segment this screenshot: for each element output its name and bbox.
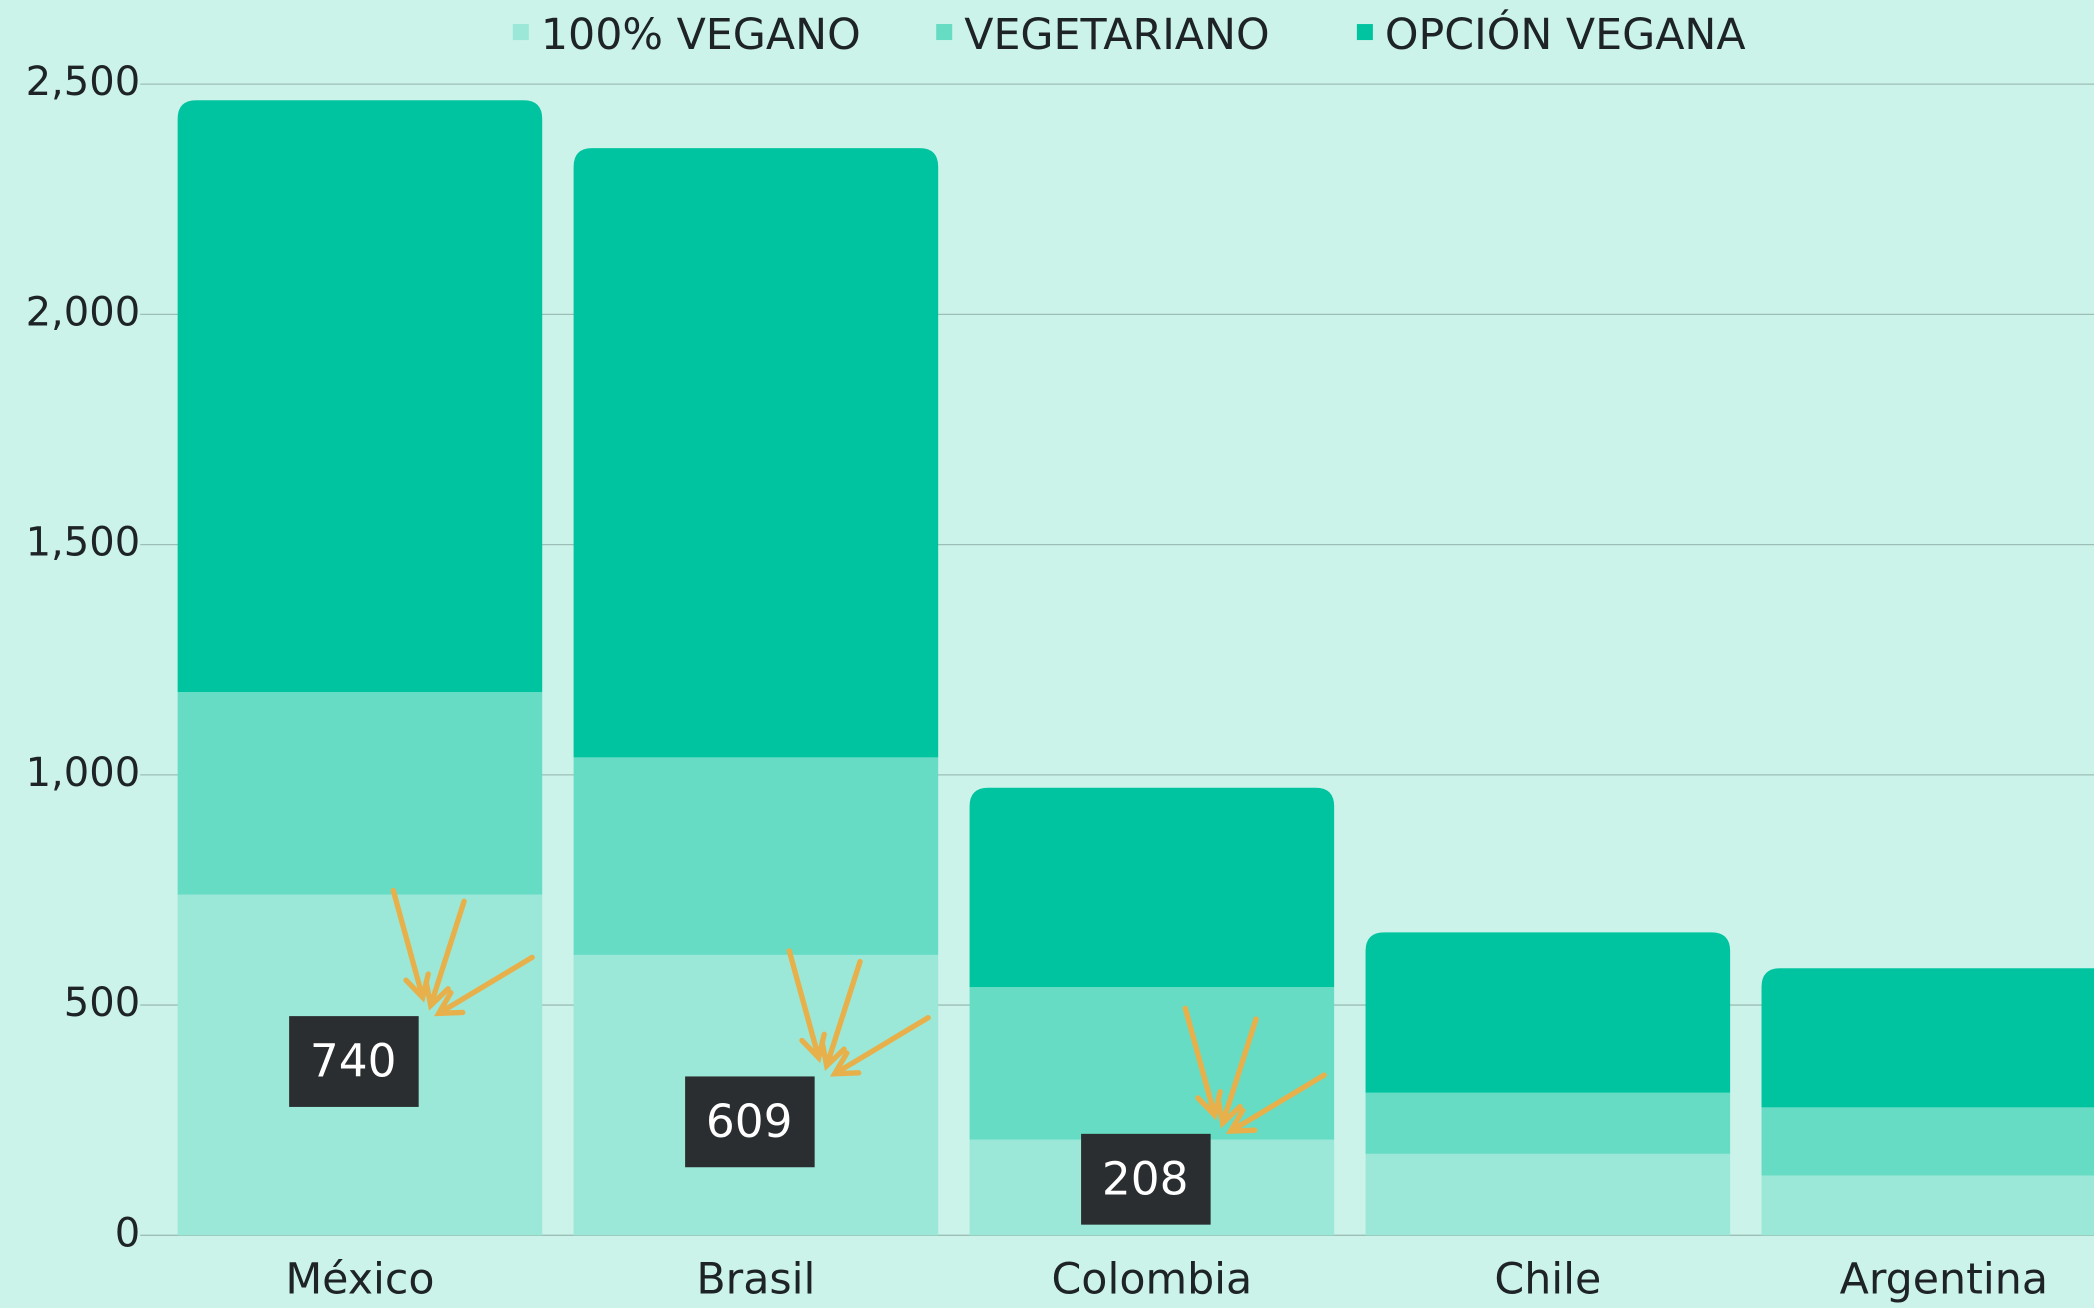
bar-segment (969, 787, 1335, 988)
bar-segment (573, 757, 939, 955)
bar-segment (573, 148, 939, 758)
data-label-box (289, 1016, 419, 1107)
x-tick-label: México (285, 1255, 434, 1305)
bar-segment (969, 987, 1335, 1140)
y-tick-label: 500 (64, 980, 140, 1026)
x-tick-label: Colombia (1051, 1255, 1252, 1305)
arrow (423, 898, 467, 1011)
bar-segment (177, 691, 543, 895)
x-tick-label: Argentina (1840, 1255, 2048, 1305)
y-tick-label: 0 (115, 1210, 140, 1256)
legend-swatch (512, 24, 529, 41)
legend-label: VEGETARIANO (964, 10, 1269, 60)
y-tick-label: 1,500 (26, 520, 141, 566)
data-label-box (1081, 1133, 1211, 1225)
data-label-box (685, 1076, 815, 1168)
data-label: 740 (310, 1035, 397, 1088)
legend-swatch (1356, 24, 1373, 41)
plot-area: 0 500 1,000 1,500 2,000 2,500 México Brasil Colo… (26, 9, 2094, 1305)
data-label: 609 (706, 1095, 793, 1148)
arrow (819, 958, 863, 1072)
legend-swatch (936, 24, 953, 41)
arrow (1225, 1072, 1327, 1135)
legend-label: OPCIÓN VEGANA (1385, 9, 1746, 60)
y-tick-label: 1,000 (26, 750, 141, 796)
bar-segment (1761, 968, 2094, 1108)
y-tick-label: 2,500 (26, 59, 141, 105)
legend-label: 100% VEGANO (541, 10, 861, 60)
data-label: 208 (1102, 1152, 1189, 1205)
bar-segment (1365, 1153, 1731, 1236)
bar-segment (177, 100, 543, 692)
arrow (829, 1015, 931, 1077)
bar-segment (1761, 1107, 2094, 1176)
arrow (1215, 1016, 1259, 1129)
x-tick-label: Brasil (696, 1255, 815, 1305)
y-tick-label: 2,000 (26, 289, 141, 335)
arrow (433, 954, 535, 1017)
x-tick-label: Chile (1494, 1255, 1601, 1305)
bar-segment (1365, 932, 1731, 1093)
bar-segment (1365, 1092, 1731, 1154)
bar-segment (1761, 1175, 2094, 1236)
